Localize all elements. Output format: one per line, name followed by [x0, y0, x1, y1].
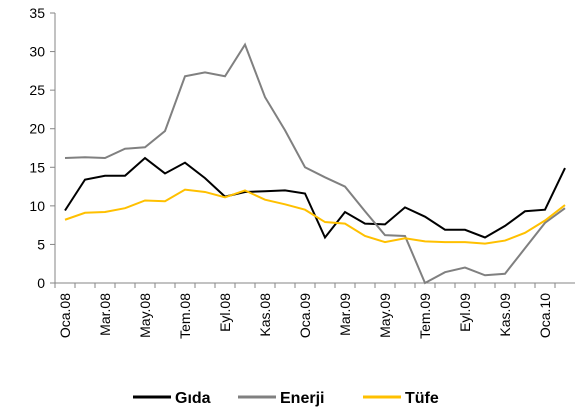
y-tick-label: 0 [37, 275, 45, 291]
x-tick-label: Tem.08 [177, 293, 193, 339]
x-tick-label: Tem.09 [417, 293, 433, 339]
x-tick-label: Mar.09 [337, 293, 353, 336]
series-line [64, 42, 566, 285]
legend-label: Tüfe [405, 390, 439, 407]
y-tick-label: 25 [29, 82, 45, 98]
series-line [64, 188, 566, 245]
series-line [64, 156, 566, 240]
y-tick-label: 10 [29, 198, 45, 214]
y-tick-label: 20 [29, 121, 45, 137]
x-tick-label: Kas.09 [497, 293, 513, 337]
y-tick-label: 30 [29, 44, 45, 60]
x-tick-label: Oca.08 [57, 293, 73, 338]
x-tick-label: May.08 [137, 293, 153, 338]
x-tick-label: Oca.09 [297, 293, 313, 338]
legend-label: Enerji [280, 390, 324, 407]
y-tick-label: 35 [29, 5, 45, 21]
x-tick-label: Kas.08 [257, 293, 273, 337]
x-tick-label: Eyl.08 [217, 293, 233, 332]
y-tick-label: 5 [37, 236, 45, 252]
x-tick-label: Eyl.09 [457, 293, 473, 332]
legend-label: Gıda [175, 390, 211, 407]
x-tick-label: Mar.08 [97, 293, 113, 336]
y-tick-label: 15 [29, 159, 45, 175]
x-tick-label: Oca.10 [537, 293, 553, 338]
x-tick-label: May.09 [377, 293, 393, 338]
